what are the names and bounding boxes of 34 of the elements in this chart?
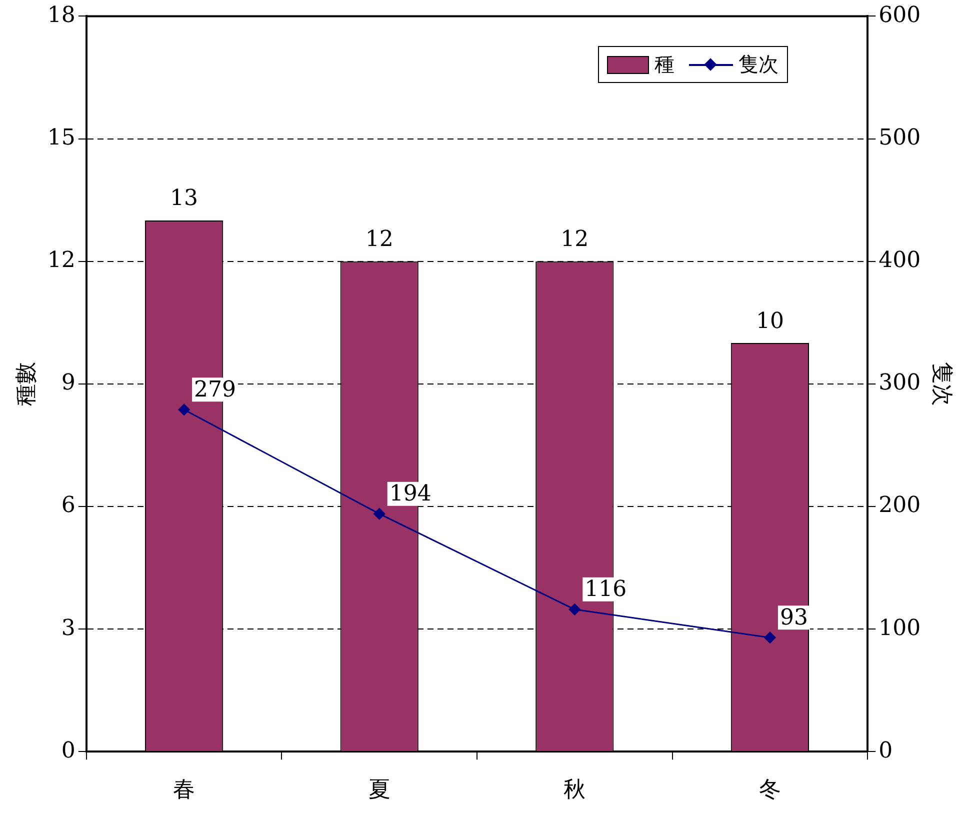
y-tick-label: 0 [61, 738, 76, 764]
y2-tick-label: 0 [878, 738, 893, 764]
data-label: 13 [170, 186, 198, 212]
data-label: 10 [756, 308, 784, 334]
y2-tick-label: 300 [878, 370, 921, 396]
y-tick-label: 6 [61, 493, 76, 518]
y-axis-title: 種數 [14, 362, 39, 406]
legend-label: 種 [654, 51, 675, 78]
y2-tick-label: 600 [878, 2, 921, 28]
point [374, 508, 386, 520]
y2-axis-title: 隻次 [929, 362, 954, 406]
y-tick-label: 9 [61, 370, 76, 396]
y-tick-label: 18 [47, 2, 76, 28]
data-label: 12 [365, 227, 394, 252]
point [568, 604, 580, 616]
y2-tick-label: 400 [878, 248, 921, 274]
y-tick-label: 3 [61, 616, 76, 641]
data-label: 116 [584, 577, 627, 602]
y2-tick-label: 200 [878, 493, 921, 518]
data-label: 93 [780, 605, 808, 630]
x-tick-label: 秋 [564, 778, 586, 803]
y-tick-label: 15 [47, 125, 76, 150]
point [178, 404, 190, 416]
x-tick-label: 冬 [758, 778, 781, 803]
point [764, 632, 776, 644]
data-label: 12 [560, 227, 589, 252]
y-tick-label: 12 [47, 248, 76, 274]
data-label: 194 [389, 482, 432, 507]
x-tick-label: 夏 [368, 778, 390, 803]
y2-tick-label: 500 [878, 125, 921, 150]
legend-label: 隻次 [738, 51, 779, 78]
y2-tick-label: 100 [878, 616, 921, 641]
data-label: 279 [194, 377, 236, 402]
x-tick-label: 春 [173, 778, 196, 803]
